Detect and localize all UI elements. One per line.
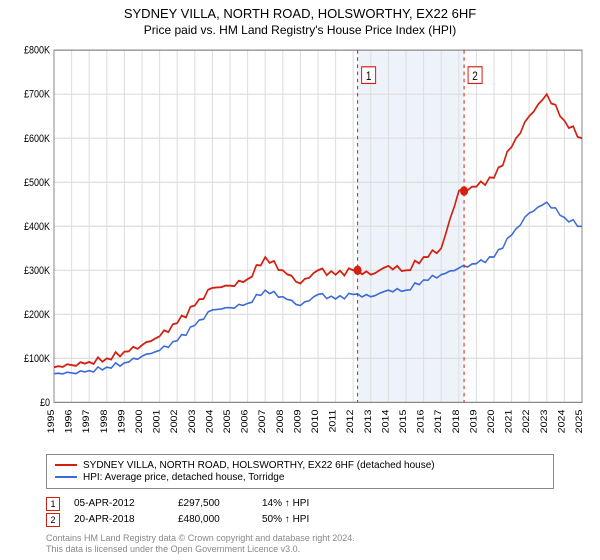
sale-badge: 2	[46, 513, 60, 527]
svg-text:1998: 1998	[100, 409, 110, 433]
svg-text:2018: 2018	[452, 409, 462, 433]
chart-area: £0 £100K £200K £300K £400K £500K £600K £700K £80…	[10, 43, 590, 448]
svg-text:£300K: £300K	[24, 265, 50, 277]
svg-text:2006: 2006	[240, 409, 250, 433]
svg-text:2010: 2010	[311, 409, 321, 433]
svg-text:2025: 2025	[575, 409, 585, 433]
svg-text:2016: 2016	[416, 409, 426, 433]
svg-text:1997: 1997	[82, 410, 92, 434]
svg-text:2: 2	[472, 70, 478, 83]
sale-row: 1 05-APR-2012 £297,500 14% ↑ HPI	[46, 497, 554, 511]
svg-text:2002: 2002	[170, 410, 180, 434]
sale-badge: 1	[46, 497, 60, 511]
svg-text:2000: 2000	[135, 409, 145, 433]
title-block: SYDNEY VILLA, NORTH ROAD, HOLSWORTHY, EX…	[10, 6, 590, 37]
svg-text:2003: 2003	[188, 409, 198, 433]
svg-text:2015: 2015	[399, 409, 409, 433]
svg-text:2021: 2021	[504, 409, 514, 433]
svg-text:2001: 2001	[152, 409, 162, 433]
footer-line: Contains HM Land Registry data © Crown c…	[46, 533, 554, 545]
svg-text:£700K: £700K	[24, 89, 50, 101]
svg-text:£800K: £800K	[24, 45, 50, 57]
svg-text:2022: 2022	[522, 410, 532, 434]
svg-text:2005: 2005	[223, 409, 233, 433]
chart-svg: £0 £100K £200K £300K £400K £500K £600K £700K £80…	[10, 43, 590, 448]
svg-text:1996: 1996	[64, 409, 74, 433]
footer-line: This data is licensed under the Open Gov…	[46, 544, 554, 556]
sale-row: 2 20-APR-2018 £480,000 50% ↑ HPI	[46, 513, 554, 527]
chart-title: SYDNEY VILLA, NORTH ROAD, HOLSWORTHY, EX…	[10, 6, 590, 21]
svg-text:£0: £0	[40, 397, 50, 409]
legend-box: SYDNEY VILLA, NORTH ROAD, HOLSWORTHY, EX…	[46, 454, 554, 489]
svg-text:£600K: £600K	[24, 133, 50, 145]
svg-text:2008: 2008	[276, 409, 286, 433]
footer-attribution: Contains HM Land Registry data © Crown c…	[46, 533, 554, 556]
svg-text:2020: 2020	[487, 409, 497, 433]
legend-label: HPI: Average price, detached house, Torr…	[83, 472, 284, 483]
svg-text:2023: 2023	[540, 409, 550, 433]
svg-text:2011: 2011	[328, 409, 338, 433]
svg-text:£200K: £200K	[24, 309, 50, 321]
legend-swatch	[55, 464, 77, 466]
svg-text:1: 1	[366, 70, 372, 83]
svg-text:1995: 1995	[47, 409, 57, 433]
svg-text:2007: 2007	[258, 410, 268, 434]
svg-text:2014: 2014	[381, 409, 391, 433]
sale-price: £480,000	[178, 514, 248, 525]
legend-swatch	[55, 476, 77, 478]
legend-item: SYDNEY VILLA, NORTH ROAD, HOLSWORTHY, EX…	[55, 460, 545, 471]
svg-text:2012: 2012	[346, 410, 356, 434]
svg-text:2004: 2004	[205, 409, 215, 433]
svg-text:2024: 2024	[557, 409, 567, 433]
sale-date: 20-APR-2018	[74, 514, 164, 525]
svg-text:£100K: £100K	[24, 353, 50, 365]
svg-text:2017: 2017	[434, 410, 444, 434]
sale-date: 05-APR-2012	[74, 498, 164, 509]
svg-text:2019: 2019	[469, 409, 479, 433]
svg-text:£500K: £500K	[24, 177, 50, 189]
legend-item: HPI: Average price, detached house, Torr…	[55, 472, 545, 483]
sale-hpi: 14% ↑ HPI	[262, 498, 342, 509]
chart-container: SYDNEY VILLA, NORTH ROAD, HOLSWORTHY, EX…	[0, 0, 600, 560]
sale-hpi: 50% ↑ HPI	[262, 514, 342, 525]
sale-price: £297,500	[178, 498, 248, 509]
svg-text:2013: 2013	[364, 409, 374, 433]
legend-label: SYDNEY VILLA, NORTH ROAD, HOLSWORTHY, EX…	[83, 460, 435, 471]
sales-table: 1 05-APR-2012 £297,500 14% ↑ HPI 2 20-AP…	[46, 495, 554, 529]
svg-text:£400K: £400K	[24, 221, 50, 233]
svg-text:2009: 2009	[293, 409, 303, 433]
chart-subtitle: Price paid vs. HM Land Registry's House …	[10, 23, 590, 37]
svg-text:1999: 1999	[117, 409, 127, 433]
